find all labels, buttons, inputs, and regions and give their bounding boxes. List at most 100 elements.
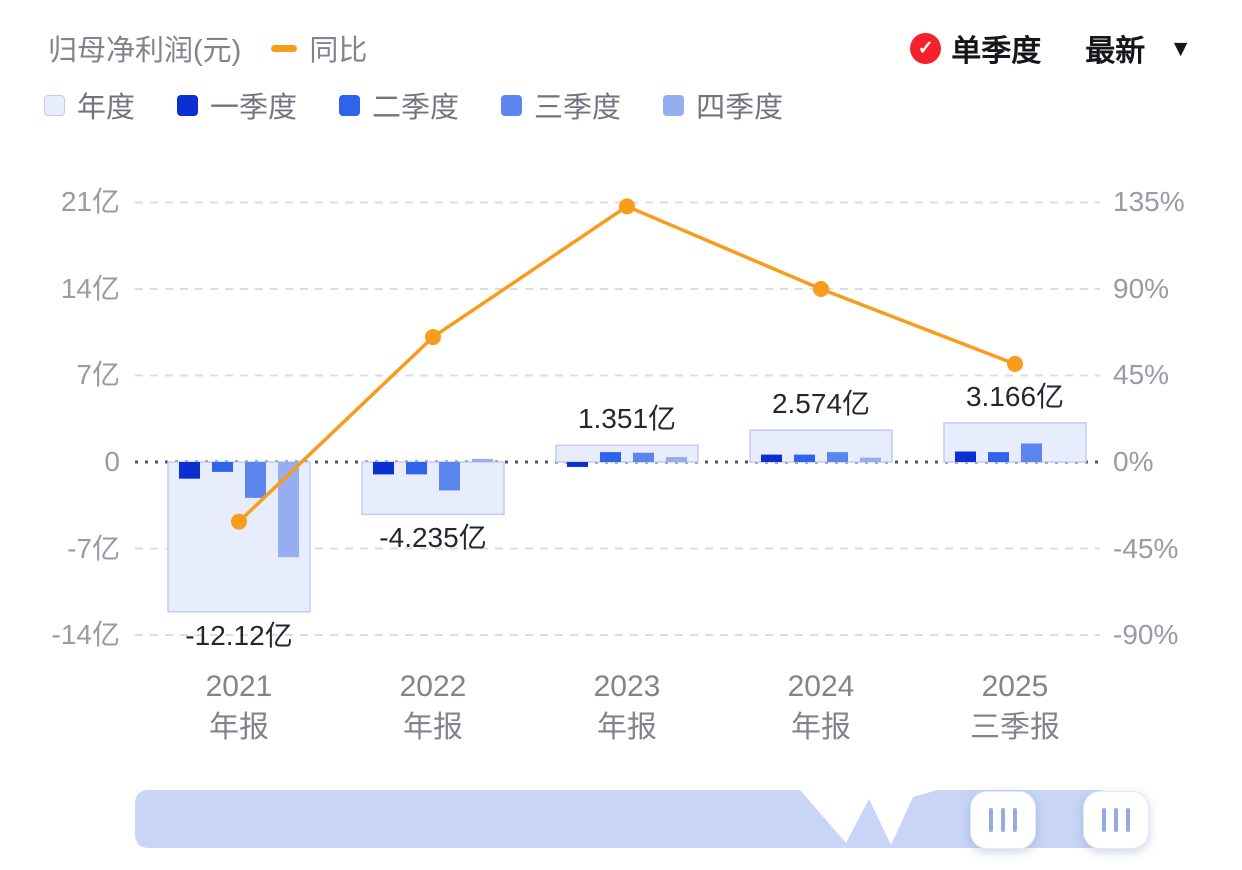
legend-item-q1[interactable]: 一季度 (177, 84, 297, 126)
period-mode-selector: ✓ 单季度 最新 ▼ (910, 26, 1192, 70)
x-axis-label: 2023 年报 (527, 666, 727, 748)
yoy-point[interactable] (619, 198, 635, 215)
left-axis: 21亿 14亿 7亿 0 -7亿 -14亿 (0, 0, 122, 700)
quarterly-bar[interactable] (600, 452, 621, 462)
annual-value-label: 3.166亿 (965, 380, 1065, 412)
left-axis-tick: 21亿 (60, 186, 120, 217)
x-report-type: 年报 (209, 711, 269, 744)
q4-swatch-icon (663, 94, 685, 116)
quarterly-bar[interactable] (988, 452, 1009, 462)
x-year: 2024 (787, 670, 855, 703)
right-axis-tick: -45% (1113, 533, 1179, 564)
legend-label: 四季度 (696, 92, 784, 124)
quarterly-bar[interactable] (567, 462, 588, 467)
x-report-type: 三季报 (970, 711, 1060, 744)
right-axis-tick: -90% (1113, 619, 1179, 650)
quarterly-bar[interactable] (666, 457, 687, 462)
yoy-point[interactable] (813, 281, 829, 297)
legend-item-q4[interactable]: 四季度 (663, 84, 783, 126)
chart-title: 归母净利润(元) (48, 35, 242, 67)
yoy-point[interactable] (231, 513, 247, 530)
quarterly-bar[interactable] (406, 462, 427, 475)
legend-label: 二季度 (372, 92, 460, 124)
bar-legend: 年度 一季度 二季度 三季度 四季度 (44, 84, 783, 126)
x-axis-label: 2025 三季报 (915, 666, 1115, 748)
x-report-type: 年报 (791, 711, 851, 744)
annual-swatch-icon (44, 94, 65, 116)
annual-bar[interactable] (361, 461, 505, 516)
x-year: 2022 (399, 670, 467, 703)
q2-swatch-icon (339, 94, 361, 116)
annual-value-label: 1.351亿 (577, 403, 677, 435)
legend-item-annual[interactable]: 年度 (44, 84, 135, 126)
annual-bar[interactable] (749, 429, 893, 463)
legend-item-q2[interactable]: 二季度 (339, 84, 459, 126)
quarterly-bar[interactable] (212, 462, 233, 472)
legend-label: 一季度 (210, 92, 298, 124)
quarterly-bar[interactable] (955, 451, 976, 462)
annual-value-label: 2.574亿 (771, 388, 871, 420)
brush-handle-right[interactable] (1083, 791, 1149, 849)
x-report-type: 年报 (403, 711, 463, 744)
quarterly-bar[interactable] (794, 454, 815, 462)
grip-icon (989, 808, 993, 832)
left-axis-tick: -14亿 (51, 619, 120, 650)
quarterly-bar[interactable] (245, 462, 266, 498)
chart-header: 归母净利润(元) 同比 ✓ 单季度 最新 ▼ (48, 26, 1192, 70)
x-year: 2025 (981, 670, 1049, 703)
quarterly-bar[interactable] (278, 462, 299, 558)
yoy-legend-label: 同比 (309, 35, 368, 67)
grip-icon (1001, 808, 1005, 832)
brush-handle-left[interactable] (970, 791, 1036, 849)
grip-icon (1126, 808, 1130, 832)
left-axis-tick: 7亿 (76, 359, 120, 390)
q1-swatch-icon (177, 94, 199, 116)
left-axis-tick: 14亿 (60, 273, 120, 304)
x-report-type: 年报 (597, 711, 657, 744)
x-axis-label: 2024 年报 (721, 666, 921, 748)
quarterly-bar[interactable] (633, 452, 654, 462)
q3-swatch-icon (501, 94, 523, 116)
x-year: 2021 (205, 670, 273, 703)
mode-single-quarter[interactable]: 单季度 (951, 35, 1042, 68)
quarterly-bar[interactable] (472, 458, 493, 462)
right-axis: 135% 90% 45% 0% -45% -90% (1113, 0, 1238, 700)
brush-track[interactable] (135, 790, 1112, 848)
annual-bar[interactable] (943, 422, 1087, 463)
yoy-line-icon (271, 44, 298, 52)
grip-icon (1013, 808, 1017, 832)
annual-value-label: -12.12亿 (185, 619, 293, 651)
legend-label: 年度 (77, 92, 136, 124)
x-year: 2023 (593, 670, 661, 703)
right-axis-tick: 135% (1113, 186, 1185, 217)
quarterly-bar[interactable] (1021, 443, 1042, 462)
quarterly-bar[interactable] (860, 457, 881, 462)
left-axis-tick: 0 (104, 446, 120, 477)
x-axis-label: 2022 年报 (333, 666, 533, 748)
yoy-line (237, 204, 1016, 523)
right-axis-tick: 90% (1113, 273, 1170, 304)
right-axis-tick: 45% (1113, 359, 1170, 390)
mode-latest[interactable]: 最新 (1085, 35, 1146, 68)
right-axis-tick: 0% (1113, 446, 1154, 477)
x-axis-label: 2021 年报 (139, 666, 339, 748)
quarterly-bar[interactable] (179, 462, 200, 479)
grip-icon (1114, 808, 1118, 832)
left-axis-tick: -7亿 (67, 533, 120, 564)
quarterly-bar[interactable] (761, 454, 782, 462)
quarterly-bar[interactable] (827, 452, 848, 462)
quarterly-bar[interactable] (439, 462, 460, 491)
legend-item-q3[interactable]: 三季度 (501, 84, 621, 126)
yoy-point[interactable] (425, 329, 441, 346)
check-icon[interactable]: ✓ (910, 32, 942, 64)
quarterly-bar[interactable] (373, 462, 394, 475)
yoy-point[interactable] (1007, 355, 1023, 372)
dropdown-caret-icon[interactable]: ▼ (1169, 34, 1192, 61)
annual-value-label: -4.235亿 (379, 522, 487, 554)
annual-bar[interactable] (167, 461, 311, 613)
grip-icon (1102, 808, 1106, 832)
legend-label: 三季度 (534, 92, 622, 124)
annual-bar[interactable] (555, 444, 699, 463)
